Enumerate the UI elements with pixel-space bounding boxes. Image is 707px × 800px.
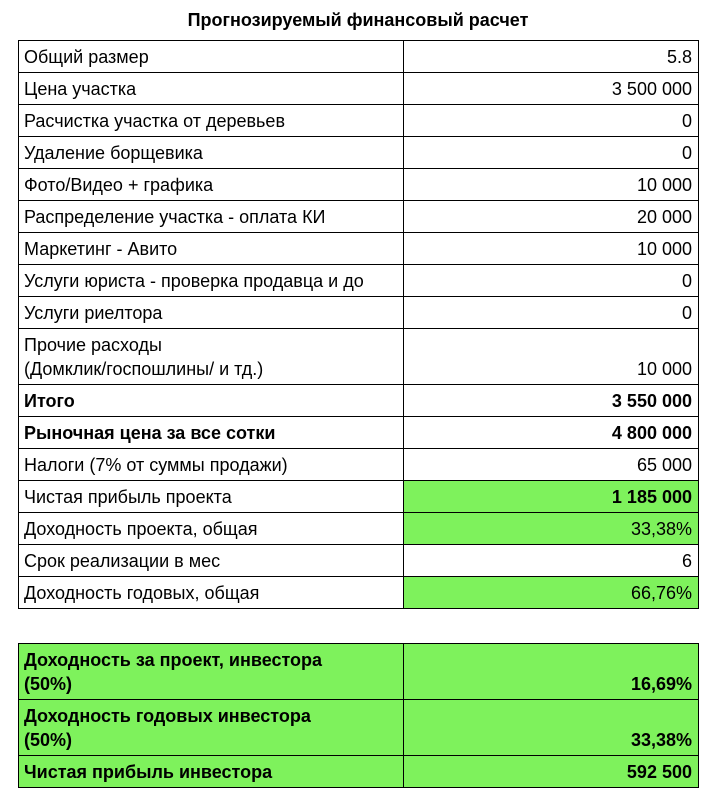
table-row: Цена участка 3 500 000: [18, 72, 699, 105]
row-value: 33,38%: [403, 699, 699, 756]
row-label: Цена участка: [18, 72, 404, 105]
row-label: Налоги (7% от суммы продажи): [18, 448, 404, 481]
row-label: Доходность годовых, общая: [18, 576, 404, 609]
table-row: Чистая прибыль проекта 1 185 000: [18, 480, 699, 513]
row-label: Доходность за проект, инвестора (50%): [18, 643, 404, 700]
table-row: Фото/Видео + графика 10 000: [18, 168, 699, 201]
table-row: Распределение участка - оплата КИ 20 000: [18, 200, 699, 233]
row-label: Доходность проекта, общая: [18, 512, 404, 545]
row-value: 0: [403, 296, 699, 329]
finance-table: Общий размер 5.8 Цена участка 3 500 000 Расч…: [18, 40, 699, 609]
table-row: Налоги (7% от суммы продажи) 65 000: [18, 448, 699, 481]
table-row: Доходность за проект, инвестора (50%) 16,…: [18, 643, 699, 700]
row-value: 65 000: [403, 448, 699, 481]
row-value: 0: [403, 264, 699, 297]
row-value: 20 000: [403, 200, 699, 233]
row-value: 0: [403, 136, 699, 169]
table-row: Доходность годовых инвестора (50%) 33,38%: [18, 699, 699, 756]
row-label: Итого: [18, 384, 404, 417]
row-value: 10 000: [403, 168, 699, 201]
table-row: Рыночная цена за все сотки 4 800 000: [18, 416, 699, 449]
row-label: Срок реализации в мес: [18, 544, 404, 577]
row-value: 592 500: [403, 755, 699, 788]
row-label: Удаление борщевика: [18, 136, 404, 169]
table-row: Итого 3 550 000: [18, 384, 699, 417]
row-value: 10 000: [403, 328, 699, 385]
table-row: Срок реализации в мес 6: [18, 544, 699, 577]
row-value: 5.8: [403, 40, 699, 73]
row-value: 3 500 000: [403, 72, 699, 105]
table-row: Чистая прибыль инвестора 592 500: [18, 755, 699, 788]
row-label: Услуги юриста - проверка продавца и до: [18, 264, 404, 297]
row-label: Чистая прибыль проекта: [18, 480, 404, 513]
row-label: Фото/Видео + графика: [18, 168, 404, 201]
row-value: 3 550 000: [403, 384, 699, 417]
row-value: 16,69%: [403, 643, 699, 700]
row-value: 1 185 000: [403, 480, 699, 513]
row-label: Прочие расходы (Домклик/госпошлины/ и тд…: [18, 328, 404, 385]
table-row: Маркетинг - Авито 10 000: [18, 232, 699, 265]
sheet-title: Прогнозируемый финансовый расчет: [187, 10, 529, 30]
row-label: Маркетинг - Авито: [18, 232, 404, 265]
row-label: Распределение участка - оплата КИ: [18, 200, 404, 233]
row-value: 4 800 000: [403, 416, 699, 449]
table-row: Доходность проекта, общая 33,38%: [18, 512, 699, 545]
table-row: Расчистка участка от деревьев 0: [18, 104, 699, 137]
row-value: 33,38%: [403, 512, 699, 545]
table-row: Прочие расходы (Домклик/госпошлины/ и тд…: [18, 328, 699, 385]
row-label: Услуги риелтора: [18, 296, 404, 329]
row-label: Доходность годовых инвестора (50%): [18, 699, 404, 756]
table-row: Удаление борщевика 0: [18, 136, 699, 169]
table-row: Доходность годовых, общая 66,76%: [18, 576, 699, 609]
row-value: 6: [403, 544, 699, 577]
row-value: 10 000: [403, 232, 699, 265]
row-value: 66,76%: [403, 576, 699, 609]
table-row: Услуги юриста - проверка продавца и до 0: [18, 264, 699, 297]
row-label: Рыночная цена за все сотки: [18, 416, 404, 449]
row-label: Расчистка участка от деревьев: [18, 104, 404, 137]
table-row: Общий размер 5.8: [18, 40, 699, 73]
row-label: Чистая прибыль инвестора: [18, 755, 404, 788]
investor-table: Доходность за проект, инвестора (50%) 16,…: [18, 643, 699, 788]
table-row: Услуги риелтора 0: [18, 296, 699, 329]
row-label: Общий размер: [18, 40, 404, 73]
row-value: 0: [403, 104, 699, 137]
